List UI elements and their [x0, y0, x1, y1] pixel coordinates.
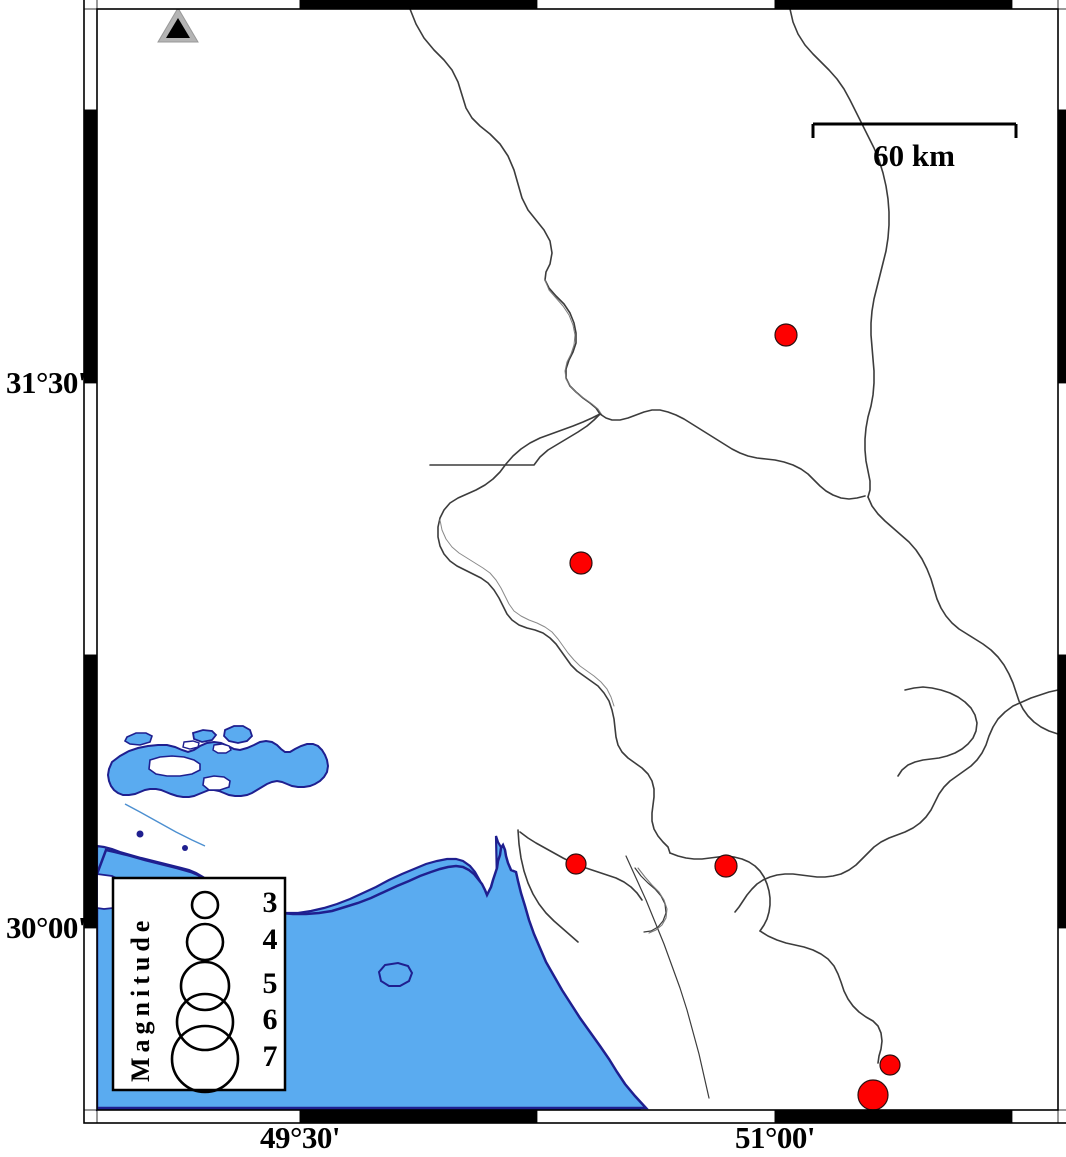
epicenter-marker — [857, 1079, 889, 1111]
boundary-central-west — [429, 413, 601, 466]
frame-top-segment — [96, 0, 301, 10]
frame-outer-line — [83, 0, 1066, 1124]
frame-top-segment — [299, 0, 538, 10]
province-boundaries — [409, 8, 1059, 1099]
epicenter-marker — [714, 854, 738, 878]
legend-label-mag-6: 6 — [262, 1003, 278, 1036]
boundary-southeast — [759, 930, 883, 1064]
legend-circle-mag-7 — [170, 1024, 240, 1094]
epicenter-marker — [569, 551, 593, 575]
boundary-small-loop-2 — [637, 867, 668, 934]
boundary-mid-lower — [669, 852, 771, 932]
legend-label-mag-4: 4 — [262, 923, 278, 956]
boundary-central-province — [599, 409, 866, 500]
legend-circle-mag-6 — [175, 992, 235, 1052]
islet — [182, 845, 188, 851]
frame-left-segment — [83, 927, 98, 1111]
frame-top-segment — [536, 0, 776, 10]
frame-top-segment — [774, 0, 1013, 10]
frame-inner-line — [96, 8, 1059, 1111]
boundary-northeast — [789, 8, 890, 498]
legend-circle-set — [170, 890, 240, 1094]
frame-left-segment — [83, 8, 98, 111]
tidal-channel — [124, 803, 206, 847]
legend-label-mag-5: 5 — [262, 967, 278, 1000]
boundary-east-branch — [734, 689, 1059, 913]
coastal-spit — [377, 961, 414, 987]
epicenter-layer — [565, 323, 901, 1111]
legend-title: Magnitude — [126, 915, 155, 1082]
boundary-northwest-offset — [544, 279, 603, 416]
boundary-plateau-east — [897, 686, 978, 777]
boundary-northwest — [409, 8, 601, 415]
legend-circle-mag-4 — [185, 922, 225, 962]
legend-box — [111, 876, 287, 1092]
legend-circle-mag-5 — [179, 960, 231, 1012]
magnitude-legend — [111, 876, 287, 1094]
frame-left-segment — [83, 109, 98, 384]
boundary-diagonal-long — [625, 855, 710, 1099]
frame-top-segment — [1011, 0, 1059, 10]
legend-label-mag-7: 7 — [262, 1040, 278, 1073]
shadegan-wetlands — [106, 725, 330, 798]
frame-right-segment — [1057, 8, 1066, 111]
x-tick-label-49-30: 49°30' — [259, 1120, 341, 1155]
boundary-east-descend — [867, 496, 1059, 735]
frame-right-segment — [1057, 927, 1066, 1111]
frame-right-segment — [1057, 382, 1066, 656]
boundary-central-west-offset — [439, 519, 615, 707]
x-tick-label-51-00: 51°00' — [734, 1120, 816, 1155]
epicenter-marker — [565, 853, 587, 875]
frame-bottom-segment — [1011, 1109, 1059, 1124]
islet — [136, 830, 144, 838]
boundary-vertical-thin — [517, 829, 579, 943]
frame-right-segment — [1057, 109, 1066, 384]
boundary-central-west-real — [437, 413, 671, 854]
frame-left-segment — [83, 382, 98, 656]
frame-left-segment — [83, 654, 98, 929]
triangle-station-marker — [157, 7, 199, 43]
frame-right-segment — [1057, 654, 1066, 929]
epicenter-marker — [879, 1054, 901, 1076]
scale-bar — [811, 122, 1018, 138]
epicenter-marker — [774, 323, 798, 347]
y-tick-label-31-30: 31°30' — [5, 365, 87, 400]
y-tick-label-30-00: 30°00' — [5, 910, 87, 945]
scale-bar-label: 60 km — [873, 138, 955, 173]
legend-label-mag-3: 3 — [262, 886, 278, 919]
legend-circle-mag-3 — [190, 890, 220, 920]
map-frame — [83, 0, 1066, 1124]
